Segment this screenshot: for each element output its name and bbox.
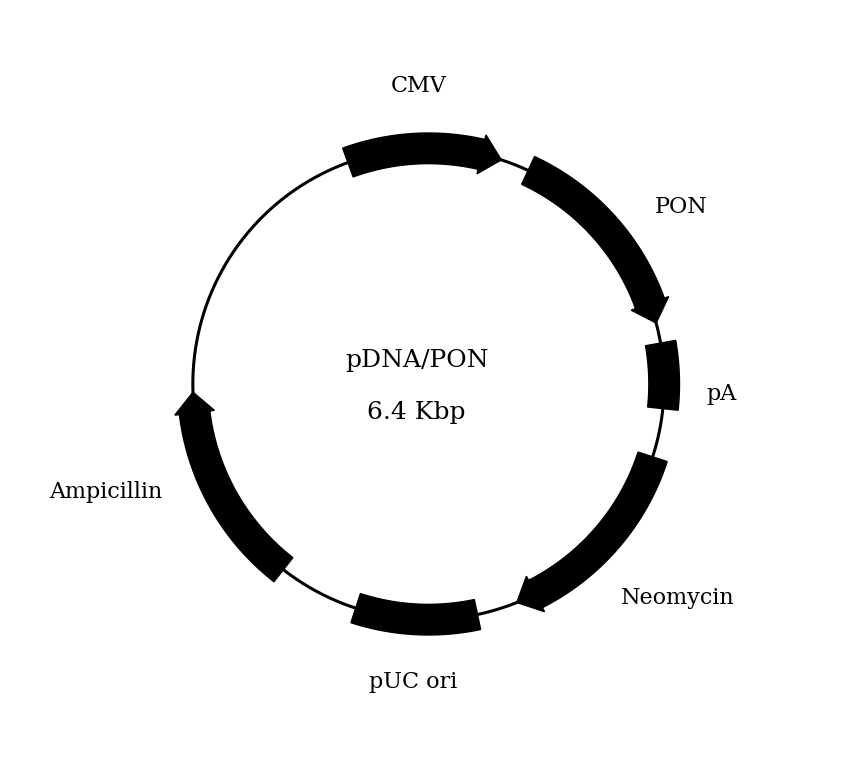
Text: CMV: CMV	[391, 74, 446, 97]
Text: pA: pA	[706, 382, 737, 405]
Polygon shape	[522, 157, 668, 323]
Text: pDNA/PON: pDNA/PON	[345, 349, 488, 372]
Text: pUC ori: pUC ori	[369, 671, 458, 693]
Text: Neomycin: Neomycin	[620, 587, 734, 609]
Text: 6.4 Kbp: 6.4 Kbp	[368, 401, 466, 424]
Polygon shape	[343, 133, 501, 177]
Polygon shape	[645, 340, 680, 410]
Text: PON: PON	[655, 196, 708, 218]
Polygon shape	[351, 594, 481, 635]
Polygon shape	[175, 392, 293, 582]
Text: Ampicillin: Ampicillin	[49, 481, 162, 503]
Polygon shape	[517, 452, 668, 612]
